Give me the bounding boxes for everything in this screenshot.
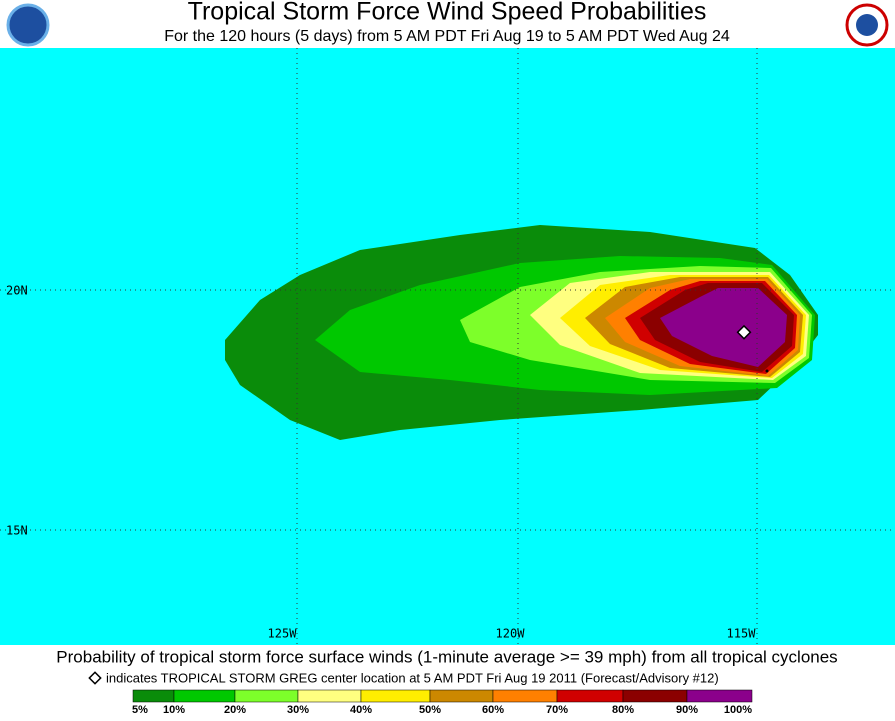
legend-label: 50%: [419, 704, 441, 716]
legend-label: 80%: [612, 704, 634, 716]
lon-label: 115W: [727, 627, 757, 641]
nws-logo-center: [856, 14, 878, 36]
legend-label: 10%: [163, 704, 185, 716]
lon-label: 120W: [496, 627, 526, 641]
legend-label: 5%: [132, 704, 148, 716]
subtitle: For the 120 hours (5 days) from 5 AM PDT…: [164, 28, 730, 45]
probability-contours: [225, 225, 818, 440]
note: indicates TROPICAL STORM GREG center loc…: [106, 670, 719, 685]
legend-swatch: [297, 689, 362, 703]
legend-swatch: [622, 689, 688, 703]
legend-label: 60%: [482, 704, 504, 716]
caption: Probability of tropical storm force surf…: [56, 647, 837, 666]
legend-swatch: [234, 689, 299, 703]
noaa-logo: [6, 3, 50, 47]
legend-swatch: [429, 689, 494, 703]
note-symbol: [88, 671, 102, 685]
lat-label: 20N: [6, 284, 28, 298]
legend-label: 40%: [350, 704, 372, 716]
legend-label: 90%: [676, 704, 698, 716]
legend-label: 20%: [224, 704, 246, 716]
legend: 5% 10% 20% 30% 40% 50% 60% 70% 80% 90% 100%: [132, 689, 753, 716]
legend-swatch: [132, 689, 175, 703]
lat-label: 15N: [6, 524, 28, 538]
legend-label: 70%: [546, 704, 568, 716]
legend-swatch: [492, 689, 558, 703]
forecast-point: [765, 369, 769, 373]
legend-label: 100%: [724, 704, 752, 716]
title: Tropical Storm Force Wind Speed Probabil…: [188, 0, 707, 26]
contour: [660, 288, 787, 367]
lon-label: 125W: [268, 627, 298, 641]
legend-swatch: [686, 689, 753, 703]
legend-label: 30%: [287, 704, 309, 716]
legend-swatch: [173, 689, 236, 703]
legend-swatch: [360, 689, 431, 703]
storm-center: [736, 324, 752, 340]
legend-swatch: [556, 689, 624, 703]
